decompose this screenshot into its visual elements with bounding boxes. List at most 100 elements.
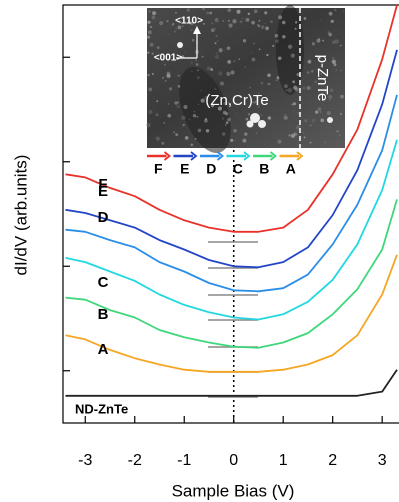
texture-dot [156, 100, 158, 102]
texture-dot [304, 136, 306, 138]
texture-dot [246, 18, 249, 21]
texture-dot [185, 136, 189, 140]
x-axis-label: Sample Bias (V) [172, 481, 295, 500]
texture-dot [336, 130, 339, 133]
texture-dot [196, 63, 199, 66]
texture-dot [293, 102, 296, 105]
texture-dot [202, 56, 204, 58]
texture-dot [278, 15, 282, 19]
texture-dot [169, 87, 172, 90]
texture-dot [190, 144, 193, 147]
texture-dot [227, 8, 231, 12]
texture-dot [222, 20, 224, 22]
x-tick-label: 1 [279, 452, 288, 469]
texture-dot [150, 26, 152, 28]
texture-dot [290, 126, 291, 127]
texture-dot [148, 30, 152, 34]
texture-dot [260, 82, 263, 85]
texture-dot [156, 136, 160, 140]
texture-dot [200, 90, 201, 91]
texture-dot [229, 24, 233, 28]
texture-dot [327, 111, 331, 115]
texture-dot [304, 17, 307, 20]
texture-dot [222, 118, 224, 120]
texture-dot [173, 131, 175, 133]
x-tick-label: -2 [128, 452, 142, 469]
texture-dot [284, 84, 288, 88]
texture-dot [295, 28, 297, 30]
texture-dot [207, 66, 211, 70]
texture-dot [227, 46, 231, 50]
curve [66, 140, 398, 320]
texture-dot [254, 9, 258, 13]
curve-label: D [98, 209, 109, 226]
texture-dot [264, 11, 267, 14]
region-label: (Zn,Cr)Te [205, 92, 268, 109]
texture-dot [312, 119, 316, 123]
texture-dot [198, 104, 200, 106]
texture-dot [159, 21, 163, 25]
texture-dot [174, 31, 175, 32]
texture-dot [197, 70, 199, 72]
texture-dot [156, 113, 159, 116]
curve-label: B [98, 306, 109, 323]
texture-dot [343, 10, 344, 11]
texture-dot [275, 39, 279, 43]
texture-dot [335, 39, 339, 43]
texture-dot [251, 21, 255, 25]
texture-dot [322, 40, 324, 42]
texture-dot [218, 71, 222, 75]
texture-dot [197, 76, 200, 79]
texture-dot [311, 70, 314, 73]
texture-dot [175, 28, 177, 30]
texture-dot [165, 80, 167, 82]
texture-dot [236, 113, 237, 114]
scan-label: A [286, 161, 296, 177]
texture-dot [228, 20, 230, 22]
texture-dot [252, 58, 256, 62]
texture-dot [161, 142, 164, 145]
scan-label: F [154, 161, 163, 177]
bright-spot [177, 42, 183, 48]
x-tick-label: 0 [229, 452, 238, 469]
texture-dot [201, 99, 205, 103]
texture-dot [222, 132, 225, 135]
texture-dot [284, 116, 288, 120]
texture-dot [291, 54, 295, 58]
texture-dot [162, 77, 164, 79]
texture-dot [213, 28, 216, 31]
texture-dot [206, 12, 209, 15]
texture-dot [169, 34, 170, 35]
direction-label: <001> [154, 53, 183, 64]
texture-dot [195, 138, 197, 140]
texture-dot [178, 75, 180, 77]
chart: <110> <001> (Zn,Cr)Te p-ZnTe Sample Bias… [0, 0, 399, 502]
texture-dot [219, 48, 223, 52]
texture-dot [214, 88, 216, 90]
inset-image: <110> <001> (Zn,Cr)Te p-ZnTe [146, 5, 345, 160]
texture-dot [259, 20, 261, 22]
texture-dot [332, 60, 336, 64]
texture-dot [325, 142, 326, 143]
texture-dot [167, 72, 171, 76]
texture-dot [227, 118, 231, 122]
texture-dot [268, 116, 271, 119]
texture-dot [215, 42, 217, 44]
scan-label: E [180, 161, 189, 177]
texture-dot [286, 90, 287, 91]
texture-dot [265, 23, 266, 24]
texture-dot [196, 116, 198, 118]
texture-dot [310, 125, 312, 127]
texture-dot [248, 13, 250, 15]
texture-dot [258, 25, 260, 27]
texture-dot [318, 38, 320, 40]
texture-dot [320, 119, 324, 123]
texture-dot [296, 73, 299, 76]
texture-dot [307, 71, 310, 74]
texture-dot [234, 60, 236, 62]
texture-dot [191, 70, 192, 71]
x-tick-label: 2 [328, 452, 337, 469]
texture-dot [225, 124, 227, 126]
texture-dot [174, 101, 177, 104]
texture-dot [198, 129, 201, 132]
